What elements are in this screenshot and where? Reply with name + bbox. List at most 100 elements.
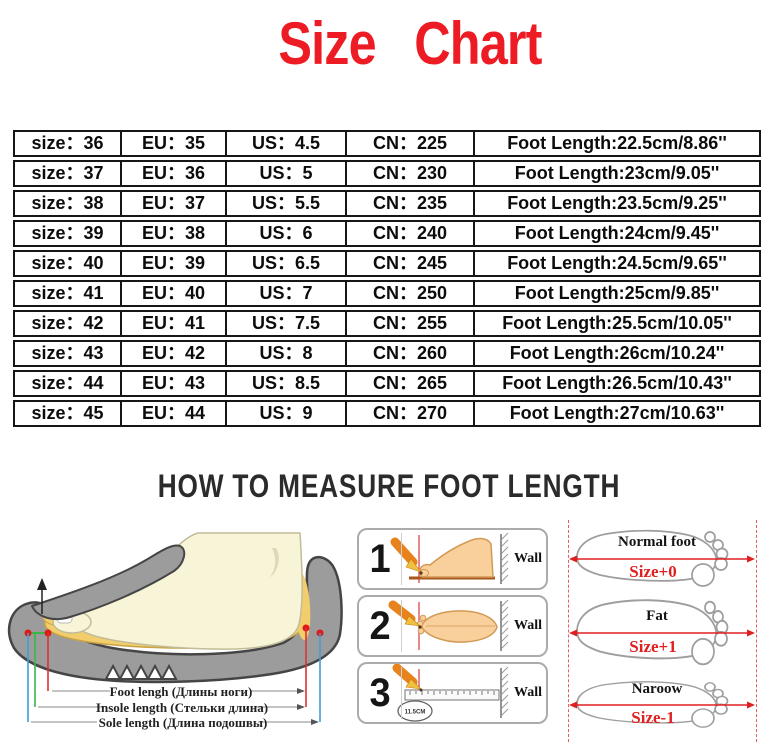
cell-foot: Foot Length:26cm/10.24'' <box>475 340 761 367</box>
foot-type-size: Size+1 <box>629 637 677 656</box>
dashed-guide-right <box>756 520 757 742</box>
cell-size: size：38 <box>13 190 122 217</box>
cell-cn: CN：240 <box>347 220 475 247</box>
cell-eu: EU：43 <box>122 370 227 397</box>
foot-type-name: Fat <box>646 608 668 624</box>
cell-cn: CN：245 <box>347 250 475 277</box>
step-3-number: 3 <box>369 671 391 715</box>
cell-cn: CN：270 <box>347 400 475 427</box>
step-2-number: 2 <box>369 604 391 648</box>
cell-size: size：37 <box>13 160 122 187</box>
measure-heading: HOW TO MEASURE FOOT LENGTH <box>157 468 621 504</box>
cell-foot: Foot Length:27cm/10.63'' <box>475 400 761 427</box>
table-row: size：42 EU：41 US：7.5 CN：255 Foot Length:25.5… <box>13 310 761 337</box>
fat-foot-outline <box>569 599 755 666</box>
measure-step-2: 2 Wall <box>357 595 548 657</box>
cell-us: US：6.5 <box>227 250 347 277</box>
table-row: size：43 EU：42 US：8 CN：260 Foot Length:26cm/1… <box>13 340 761 367</box>
cell-us: US：6 <box>227 220 347 247</box>
foot-type-name: Normal foot <box>618 534 696 550</box>
size-table-body: size：36 EU：35 US：4.5 CN：225 Foot Length:22.5… <box>13 130 761 427</box>
shoe-cross-section-diagram <box>7 532 343 725</box>
cell-eu: EU：44 <box>122 400 227 427</box>
cell-foot: Foot Length:25cm/9.85'' <box>475 280 761 307</box>
cell-cn: CN：250 <box>347 280 475 307</box>
wall-label: Wall <box>513 685 542 700</box>
cell-cn: CN：230 <box>347 160 475 187</box>
ankle-crease <box>269 548 279 578</box>
insole-length-label: Insole length (Стельки длина) <box>95 700 269 715</box>
cell-size: size：42 <box>13 310 122 337</box>
step-1-graphic <box>390 532 509 584</box>
table-row: size：41 EU：40 US：7 CN：250 Foot Length:25cm/9… <box>13 280 761 307</box>
label-connectors <box>31 690 313 723</box>
cell-eu: EU：36 <box>122 160 227 187</box>
cell-eu: EU：39 <box>122 250 227 277</box>
cell-foot: Foot Length:26.5cm/10.43'' <box>475 370 761 397</box>
cell-us: US：8 <box>227 340 347 367</box>
cell-foot: Foot Length:24.5cm/9.65'' <box>475 250 761 277</box>
cell-size: size：41 <box>13 280 122 307</box>
cell-size: size：40 <box>13 250 122 277</box>
connector-arrow <box>311 719 319 725</box>
cell-foot: Foot Length:23cm/9.05'' <box>475 160 761 187</box>
cell-us: US：5 <box>227 160 347 187</box>
wall-label: Wall <box>513 618 542 633</box>
table-row: size：44 EU：43 US：8.5 CN：265 Foot Length:26.5… <box>13 370 761 397</box>
table-row: size：36 EU：35 US：4.5 CN：225 Foot Length:22.5… <box>13 130 761 157</box>
dashed-guide-left <box>568 520 569 742</box>
foot-type-size: Size-1 <box>631 708 675 727</box>
table-row: size：40 EU：39 US：6.5 CN：245 Foot Length:24.5… <box>13 250 761 277</box>
normal-foot-outline <box>569 529 755 587</box>
cell-size: size：39 <box>13 220 122 247</box>
foot-types-diagram: Normal foot Size+0 Fat Size+1 Naroow Siz… <box>560 520 778 744</box>
connector-arrow <box>297 704 305 710</box>
cell-eu: EU：40 <box>122 280 227 307</box>
size-table: size：36 EU：35 US：4.5 CN：225 Foot Length:22.5… <box>13 127 761 430</box>
cell-foot: Foot Length:25.5cm/10.05'' <box>475 310 761 337</box>
step-3-graphic: 11.5CM <box>392 664 509 722</box>
cell-eu: EU：37 <box>122 190 227 217</box>
cell-cn: CN：260 <box>347 340 475 367</box>
page-title: Size Chart <box>278 10 542 77</box>
narrow-foot-outline <box>569 681 755 728</box>
cell-size: size：45 <box>13 400 122 427</box>
cell-us: US：4.5 <box>227 130 347 157</box>
step-divider <box>401 667 402 719</box>
table-row: size：45 EU：44 US：9 CN：270 Foot Length:27cm/1… <box>13 400 761 427</box>
foot-type-size: Size+0 <box>629 562 677 581</box>
cell-cn: CN：235 <box>347 190 475 217</box>
cell-us: US：9 <box>227 400 347 427</box>
step-2-graphic <box>388 599 509 651</box>
toe-arrow-head <box>37 578 47 590</box>
step-divider <box>401 600 402 652</box>
step-1-number: 1 <box>369 537 391 581</box>
wall-label: Wall <box>513 551 542 566</box>
cell-us: US：5.5 <box>227 190 347 217</box>
step-divider <box>401 533 402 585</box>
cell-us: US：7.5 <box>227 310 347 337</box>
shoe-vamp-strip <box>31 544 186 621</box>
sole-length-label: Sole length (Длина подошвы) <box>98 715 268 730</box>
table-row: size：39 EU：38 US：6 CN：240 Foot Length:24cm/9… <box>13 220 761 247</box>
cell-eu: EU：41 <box>122 310 227 337</box>
cell-cn: CN：255 <box>347 310 475 337</box>
ruler-measurement-note: 11.5CM <box>405 710 426 716</box>
cell-size: size：36 <box>13 130 122 157</box>
table-row: size：37 EU：36 US：5 CN：230 Foot Length:23cm/9… <box>13 160 761 187</box>
cell-cn: CN：225 <box>347 130 475 157</box>
cell-foot: Foot Length:23.5cm/9.25'' <box>475 190 761 217</box>
table-row: size：38 EU：37 US：5.5 CN：235 Foot Length:23.5… <box>13 190 761 217</box>
foot-length-label: Foot lengh (Длины ноги) <box>109 684 253 699</box>
cell-us: US：7 <box>227 280 347 307</box>
measure-step-1: 1 Wall <box>357 528 548 590</box>
cell-us: US：8.5 <box>227 370 347 397</box>
cell-eu: EU：35 <box>122 130 227 157</box>
cell-size: size：44 <box>13 370 122 397</box>
shoe-tread <box>104 663 178 680</box>
cell-eu: EU：42 <box>122 340 227 367</box>
shoe-sole-shape <box>7 556 343 684</box>
connector-arrow <box>297 688 305 694</box>
cell-eu: EU：38 <box>122 220 227 247</box>
